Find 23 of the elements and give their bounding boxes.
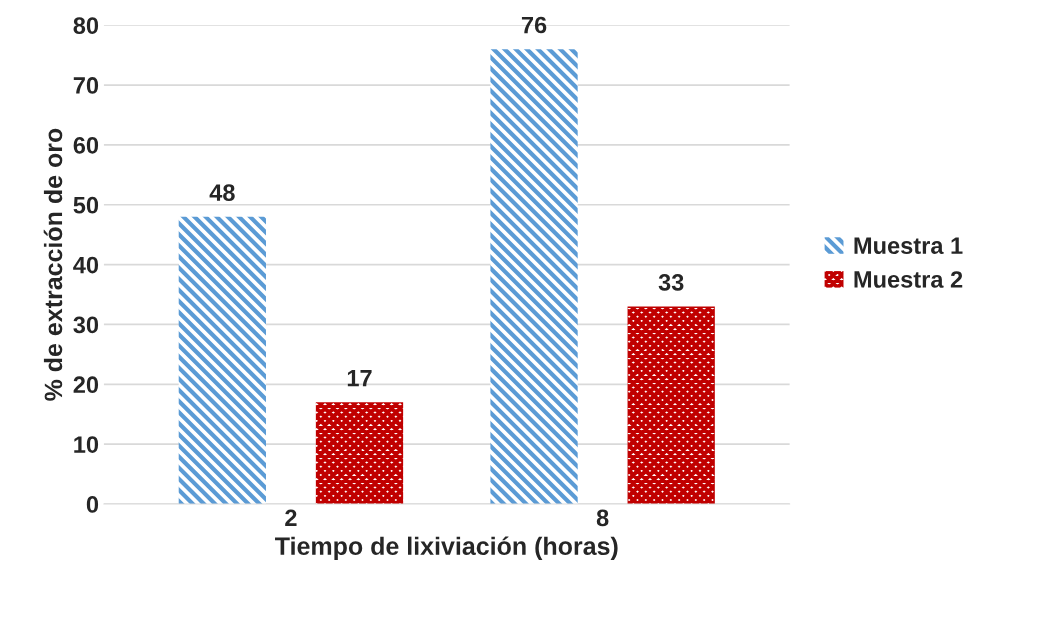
y-tick-label: 60 (73, 136, 99, 154)
x-axis-title: Tiempo de lixiviación (horas) (275, 536, 618, 560)
bar (178, 216, 266, 504)
x-tick-label: 8 (596, 509, 609, 527)
data-label: 48 (209, 184, 235, 201)
y-tick-label: 50 (73, 196, 99, 214)
y-tick-label: 10 (74, 436, 99, 453)
x-tick-label: 2 (285, 509, 297, 526)
bar (490, 49, 578, 504)
y-tick-label: 40 (73, 256, 99, 274)
y-tick-label: 70 (73, 77, 99, 94)
data-label: 76 (521, 16, 547, 34)
y-tick-label: 80 (73, 17, 99, 34)
legend-label: Muestra 2 (854, 271, 963, 288)
y-tick-label: 30 (73, 316, 99, 334)
data-label: 17 (347, 370, 372, 387)
y-tick-label: 0 (86, 496, 99, 513)
bar (315, 402, 404, 504)
bar (627, 306, 715, 504)
data-label: 33 (658, 274, 684, 291)
y-axis-title: % de extracción de oro (43, 128, 63, 401)
legend-label: Muestra 1 (854, 237, 963, 255)
y-tick-label: 20 (73, 376, 99, 394)
